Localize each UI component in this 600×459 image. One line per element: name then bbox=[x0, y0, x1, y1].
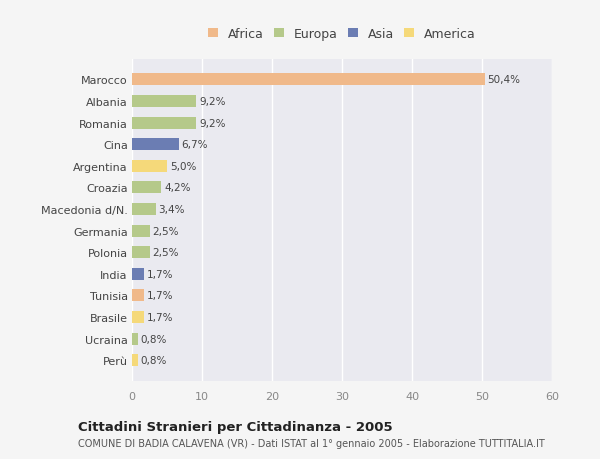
Bar bbox=[132, 118, 196, 129]
Bar bbox=[132, 204, 156, 215]
Text: 1,7%: 1,7% bbox=[146, 312, 173, 322]
Text: 0,8%: 0,8% bbox=[140, 334, 167, 344]
Text: Cittadini Stranieri per Cittadinanza - 2005: Cittadini Stranieri per Cittadinanza - 2… bbox=[78, 420, 392, 433]
Bar bbox=[132, 311, 144, 323]
Text: 1,7%: 1,7% bbox=[146, 291, 173, 301]
Text: 9,2%: 9,2% bbox=[199, 118, 226, 129]
Bar bbox=[132, 268, 144, 280]
Text: 1,7%: 1,7% bbox=[146, 269, 173, 279]
Text: 9,2%: 9,2% bbox=[199, 97, 226, 107]
Text: 50,4%: 50,4% bbox=[488, 75, 521, 85]
Text: 6,7%: 6,7% bbox=[182, 140, 208, 150]
Text: 2,5%: 2,5% bbox=[152, 226, 179, 236]
Bar bbox=[132, 96, 196, 108]
Bar bbox=[132, 161, 167, 173]
Text: 0,8%: 0,8% bbox=[140, 355, 167, 365]
Bar bbox=[132, 74, 485, 86]
Bar bbox=[132, 247, 149, 258]
Bar bbox=[132, 354, 137, 366]
Text: 3,4%: 3,4% bbox=[158, 205, 185, 214]
Text: 4,2%: 4,2% bbox=[164, 183, 191, 193]
Bar bbox=[132, 139, 179, 151]
Text: 5,0%: 5,0% bbox=[170, 162, 196, 171]
Bar bbox=[132, 182, 161, 194]
Legend: Africa, Europa, Asia, America: Africa, Europa, Asia, America bbox=[205, 24, 479, 45]
Text: COMUNE DI BADIA CALAVENA (VR) - Dati ISTAT al 1° gennaio 2005 - Elaborazione TUT: COMUNE DI BADIA CALAVENA (VR) - Dati IST… bbox=[78, 438, 545, 448]
Bar bbox=[132, 333, 137, 345]
Text: 2,5%: 2,5% bbox=[152, 248, 179, 257]
Bar bbox=[132, 225, 149, 237]
Bar bbox=[132, 290, 144, 302]
